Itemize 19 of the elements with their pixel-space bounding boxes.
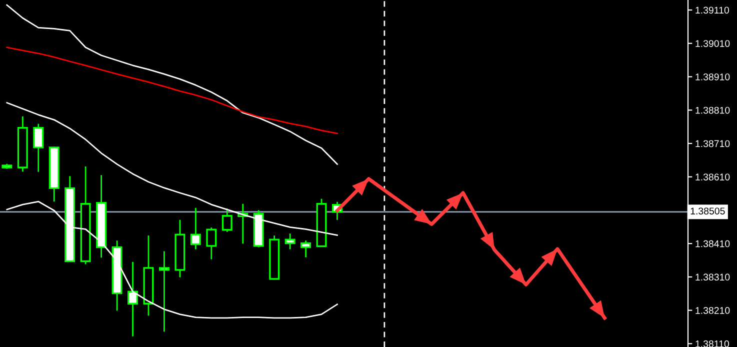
y-tick-label: 1.38410 [696, 240, 730, 248]
y-tick-label: 1.39110 [696, 6, 729, 14]
y-tick-label: 1.38810 [696, 106, 730, 114]
y-tick-label: 1.38610 [696, 174, 730, 180]
y-tick-label: 1.38910 [696, 73, 730, 80]
candlestick [33, 124, 44, 172]
candlestick [222, 208, 232, 232]
candlestick [206, 228, 217, 260]
candlestick [300, 240, 312, 258]
candlestick [190, 208, 201, 250]
line-series [6, 4, 338, 165]
candlestick [284, 234, 296, 250]
y-tick-label: 1.38710 [696, 140, 730, 148]
y-tick-label: 1.38110 [696, 340, 729, 347]
y-tick-label: 1.38310 [696, 274, 730, 281]
ref-line-label: 1.38505 [690, 208, 725, 214]
y-tick-label: 1.38210 [696, 307, 730, 314]
line-series [6, 46, 338, 134]
y-tick-label: 1.39010 [696, 40, 730, 47]
